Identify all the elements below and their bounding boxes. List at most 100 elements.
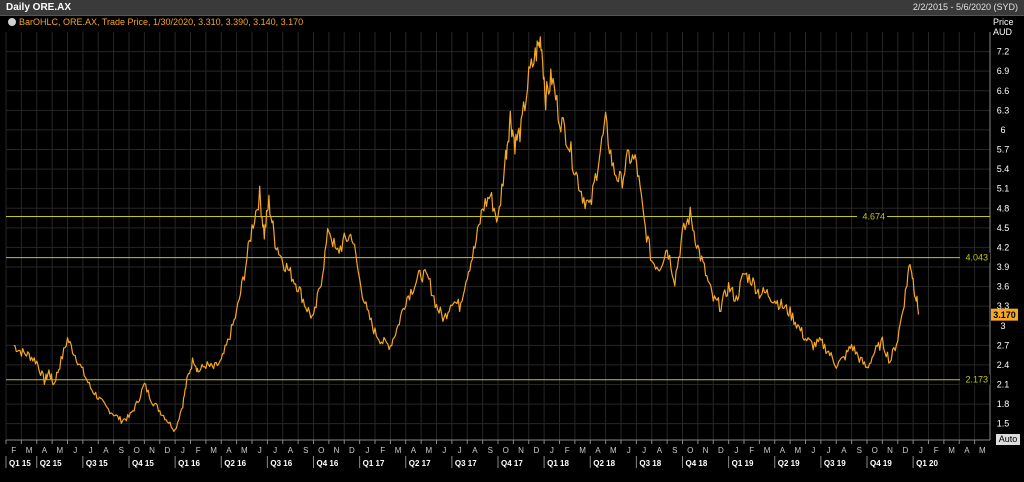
month-label: A	[780, 446, 786, 455]
quarter-label: Q2 17	[409, 459, 431, 468]
month-label: J	[550, 446, 554, 455]
legend-marker-icon	[8, 18, 16, 26]
month-label: A	[411, 446, 417, 455]
y-axis-header: Price AUD	[993, 17, 1014, 37]
quarter-label: Q1 16	[178, 459, 200, 468]
quarter-label: Q4 15	[132, 459, 154, 468]
quarter-label: Q1 19	[732, 459, 754, 468]
legend-text: BarOHLC, ORE.AX, Trade Price, 1/30/2020,…	[19, 17, 304, 27]
month-label: M	[610, 446, 617, 455]
month-label: D	[165, 446, 171, 455]
quarter-label: Q1 15	[9, 459, 31, 468]
month-label: F	[380, 446, 385, 455]
month-label: A	[103, 446, 109, 455]
quarter-label: Q1 17	[363, 459, 385, 468]
quarter-label: Q4 19	[870, 459, 892, 468]
y-tick-label: 4.8	[997, 203, 1010, 213]
month-label: N	[703, 446, 709, 455]
month-label: A	[841, 446, 847, 455]
month-label: N	[887, 446, 893, 455]
month-label: A	[226, 446, 232, 455]
month-label: S	[857, 446, 862, 455]
month-label: J	[89, 446, 93, 455]
month-label: N	[334, 446, 340, 455]
chart-title: Daily ORE.AX	[6, 2, 72, 13]
quarter-label: Q3 18	[639, 459, 661, 468]
month-label: M	[425, 446, 432, 455]
quarter-label: Q2 19	[778, 459, 800, 468]
month-label: F	[11, 446, 16, 455]
month-label: M	[26, 446, 33, 455]
y-tick-label: 5.1	[997, 184, 1010, 194]
level-label-bg	[960, 374, 990, 385]
y-tick-label: 2.7	[997, 340, 1010, 350]
quarter-label: Q1 20	[916, 459, 938, 468]
y-tick-label: 5.7	[997, 145, 1010, 155]
level-label: 4.043	[965, 253, 988, 263]
month-label: M	[794, 446, 801, 455]
month-label: A	[657, 446, 663, 455]
y-tick-label: 3.6	[997, 282, 1010, 292]
y-tick-label: 6	[1000, 125, 1005, 135]
month-label: M	[241, 446, 248, 455]
y-axis-label-price: Price	[993, 17, 1014, 27]
month-label: D	[718, 446, 724, 455]
month-label: J	[73, 446, 77, 455]
level-label-bg	[960, 252, 990, 263]
month-label: M	[395, 446, 402, 455]
month-label: J	[258, 446, 262, 455]
y-tick-label: 2.4	[997, 360, 1010, 370]
month-label: D	[903, 446, 909, 455]
month-label: A	[288, 446, 294, 455]
month-label: J	[273, 446, 277, 455]
month-label: D	[534, 446, 540, 455]
month-label: J	[365, 446, 369, 455]
y-tick-label: 4.5	[997, 223, 1010, 233]
month-label: N	[149, 446, 155, 455]
month-label: O	[687, 446, 693, 455]
month-label: A	[964, 446, 970, 455]
month-label: F	[565, 446, 570, 455]
level-label: 2.173	[965, 375, 988, 385]
month-label: M	[948, 446, 955, 455]
y-tick-label: 1.8	[997, 399, 1010, 409]
month-label: S	[303, 446, 308, 455]
level-label: 4.674	[862, 211, 885, 221]
last-price-label: 3.170	[993, 310, 1016, 320]
y-tick-label: 7.2	[997, 47, 1010, 57]
month-label: S	[488, 446, 493, 455]
month-label: J	[734, 446, 738, 455]
month-label: J	[181, 446, 185, 455]
month-label: F	[934, 446, 939, 455]
month-label: M	[579, 446, 586, 455]
y-tick-label: 6.3	[997, 105, 1010, 115]
quarter-label: Q3 17	[455, 459, 477, 468]
month-label: O	[318, 446, 324, 455]
level-label-bg	[857, 211, 887, 222]
y-tick-label: 3.9	[997, 262, 1010, 272]
y-tick-label: 6.9	[997, 66, 1010, 76]
month-label: J	[627, 446, 631, 455]
month-label: J	[811, 446, 815, 455]
month-label: M	[56, 446, 63, 455]
month-label: D	[349, 446, 355, 455]
month-label: M	[979, 446, 986, 455]
month-label: F	[196, 446, 201, 455]
auto-scale-button[interactable]: Auto	[996, 434, 1020, 445]
quarter-label: Q2 16	[224, 459, 246, 468]
last-price-badge	[991, 308, 1018, 321]
month-label: M	[764, 446, 771, 455]
quarter-label: Q4 17	[501, 459, 523, 468]
quarter-label: Q1 18	[547, 459, 569, 468]
month-label: J	[442, 446, 446, 455]
month-label: A	[472, 446, 478, 455]
month-label: J	[458, 446, 462, 455]
month-label: J	[827, 446, 831, 455]
quarter-label: Q4 18	[686, 459, 708, 468]
y-tick-label: 2.1	[997, 380, 1010, 390]
price-series-line	[13, 36, 920, 432]
series-legend[interactable]: BarOHLC, ORE.AX, Trade Price, 1/30/2020,…	[8, 17, 303, 27]
y-tick-label: 4.2	[997, 242, 1010, 252]
title-bar: Daily ORE.AX 2/2/2015 - 5/6/2020 (SYD)	[0, 0, 1024, 16]
